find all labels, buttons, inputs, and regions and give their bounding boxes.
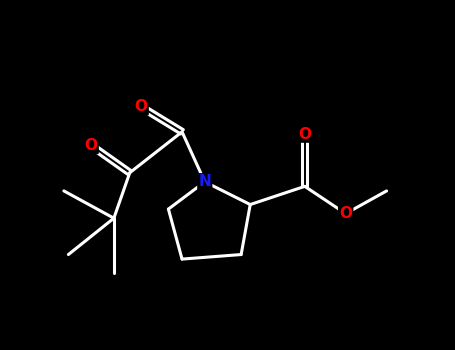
Text: O: O xyxy=(298,127,311,142)
Text: O: O xyxy=(135,99,147,114)
Text: N: N xyxy=(198,174,211,189)
Text: O: O xyxy=(85,138,98,153)
Text: O: O xyxy=(339,206,352,221)
